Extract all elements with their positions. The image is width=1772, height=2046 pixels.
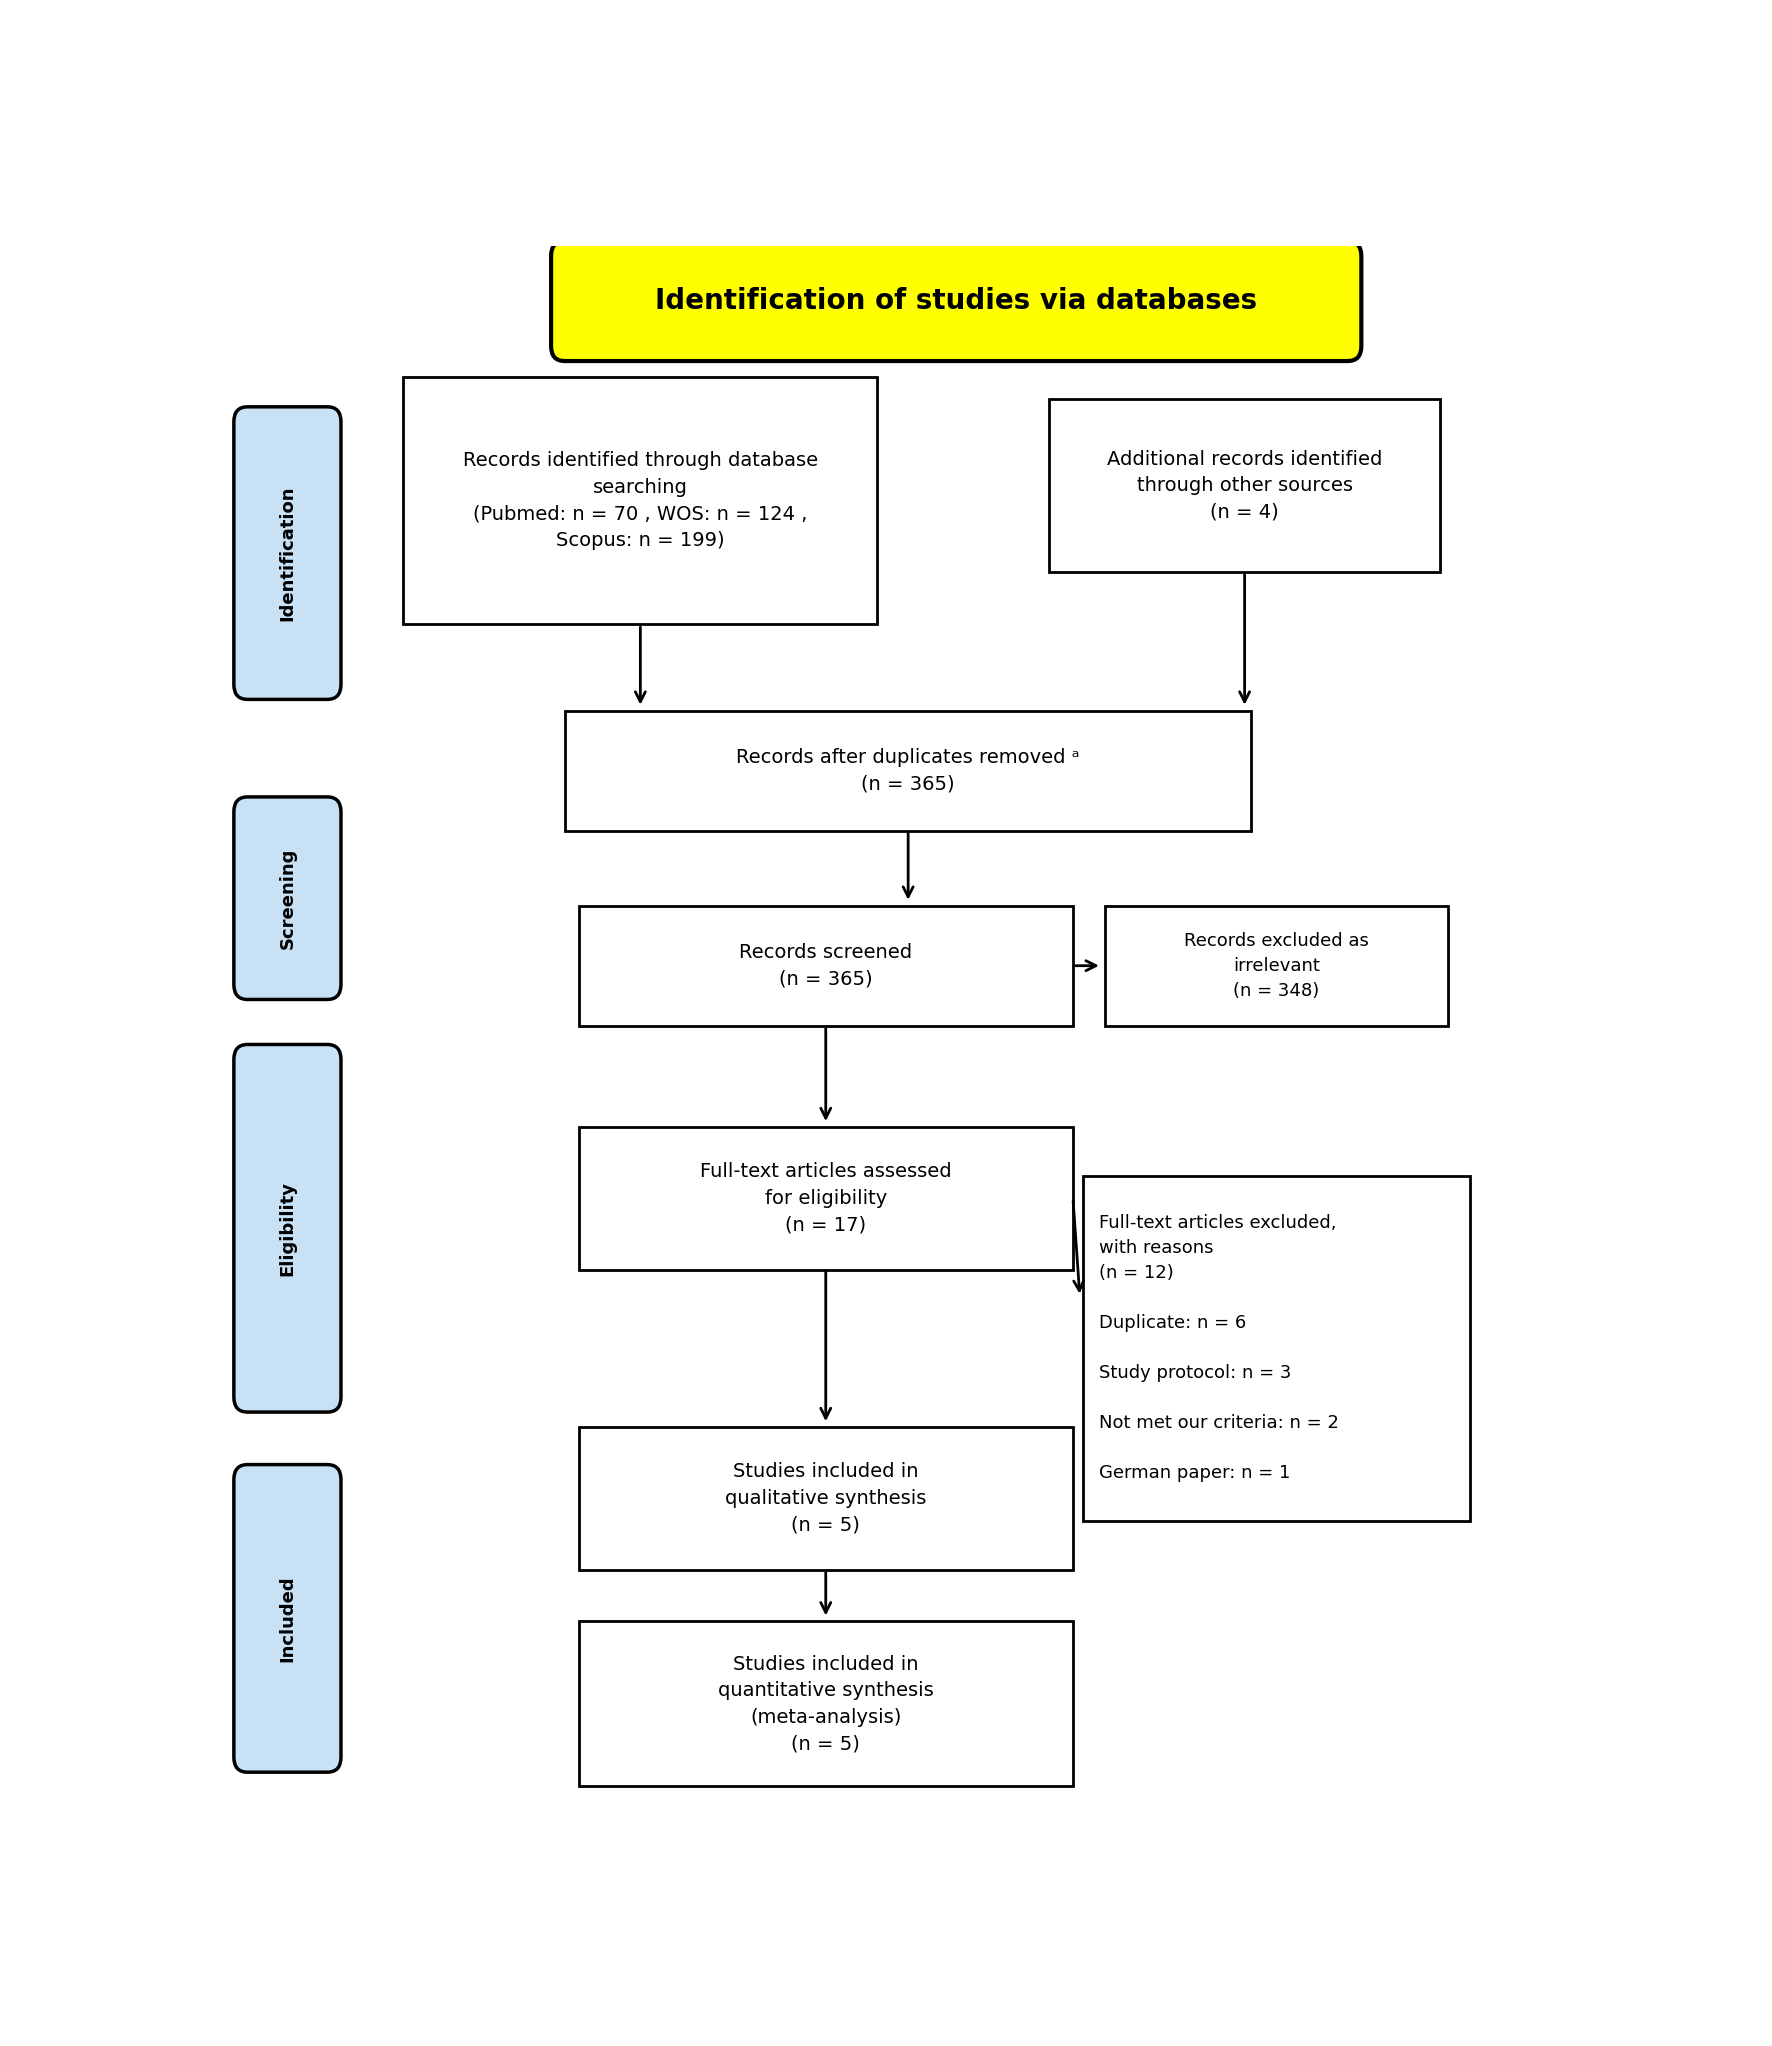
FancyBboxPatch shape bbox=[578, 1620, 1072, 1786]
Text: Identification of studies via databases: Identification of studies via databases bbox=[656, 286, 1258, 315]
FancyBboxPatch shape bbox=[1104, 906, 1448, 1025]
Text: Records excluded as
irrelevant
(n = 348): Records excluded as irrelevant (n = 348) bbox=[1184, 931, 1368, 1000]
FancyBboxPatch shape bbox=[234, 798, 340, 1000]
FancyBboxPatch shape bbox=[551, 241, 1361, 360]
FancyBboxPatch shape bbox=[234, 1465, 340, 1772]
FancyBboxPatch shape bbox=[565, 710, 1251, 831]
Text: Full-text articles excluded,
with reasons
(n = 12)

Duplicate: n = 6

Study prot: Full-text articles excluded, with reason… bbox=[1099, 1215, 1340, 1481]
Text: Records screened
(n = 365): Records screened (n = 365) bbox=[739, 943, 913, 988]
FancyBboxPatch shape bbox=[234, 1043, 340, 1412]
FancyBboxPatch shape bbox=[1049, 399, 1441, 571]
FancyBboxPatch shape bbox=[578, 1428, 1072, 1569]
Text: Eligibility: Eligibility bbox=[278, 1181, 296, 1277]
FancyBboxPatch shape bbox=[404, 376, 877, 624]
Text: Full-text articles assessed
for eligibility
(n = 17): Full-text articles assessed for eligibil… bbox=[700, 1162, 952, 1234]
Text: Studies included in
quantitative synthesis
(meta-analysis)
(n = 5): Studies included in quantitative synthes… bbox=[718, 1655, 934, 1753]
Text: Included: Included bbox=[278, 1575, 296, 1661]
Text: Records after duplicates removed ᵃ
(n = 365): Records after duplicates removed ᵃ (n = … bbox=[737, 749, 1079, 794]
Text: Additional records identified
through other sources
(n = 4): Additional records identified through ot… bbox=[1108, 450, 1382, 522]
FancyBboxPatch shape bbox=[578, 906, 1072, 1025]
FancyBboxPatch shape bbox=[578, 1127, 1072, 1269]
FancyBboxPatch shape bbox=[234, 407, 340, 700]
Text: Records identified through database
searching
(Pubmed: n = 70 , WOS: n = 124 ,
S: Records identified through database sear… bbox=[462, 452, 819, 550]
Text: Studies included in
qualitative synthesis
(n = 5): Studies included in qualitative synthesi… bbox=[725, 1463, 927, 1534]
FancyBboxPatch shape bbox=[1083, 1176, 1469, 1520]
Text: Identification: Identification bbox=[278, 485, 296, 620]
Text: Screening: Screening bbox=[278, 847, 296, 949]
